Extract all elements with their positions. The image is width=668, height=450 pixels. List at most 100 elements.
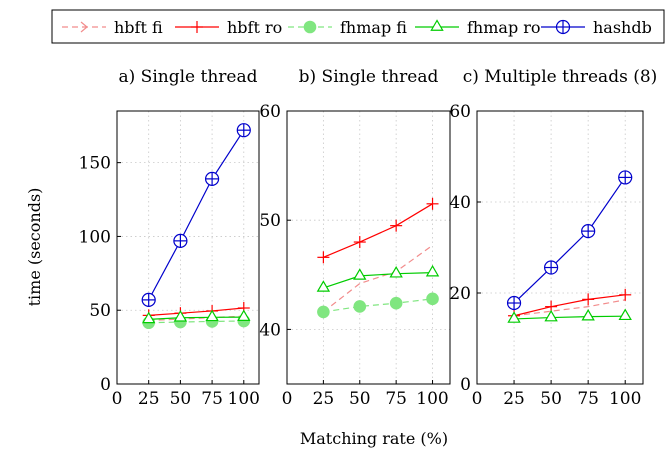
x-tick-label: 100 bbox=[228, 389, 260, 409]
y-tick-label: 40 bbox=[259, 320, 281, 340]
data-point-hashdb bbox=[506, 295, 522, 311]
x-tick-label: 0 bbox=[472, 389, 483, 409]
panel-title: a) Single thread bbox=[119, 67, 258, 87]
data-point-fhmap-ro bbox=[205, 309, 219, 322]
series-line-fhmap-ro bbox=[514, 315, 626, 320]
x-tick-label: 0 bbox=[282, 389, 293, 409]
series-fhmap-ro bbox=[141, 309, 251, 324]
x-tick-label: 0 bbox=[112, 389, 123, 409]
data-point-fhmap-ro bbox=[141, 311, 156, 324]
series-line-hbft-fi bbox=[513, 299, 626, 317]
series-line-fhmap-ro bbox=[148, 316, 244, 320]
series-fhmap-ro bbox=[316, 264, 440, 292]
series-hbft-ro bbox=[317, 197, 439, 264]
data-point-hashdb bbox=[204, 171, 220, 186]
x-tick-label: 75 bbox=[385, 389, 407, 409]
legend-label-hbft-ro: hbft ro bbox=[227, 18, 282, 37]
data-point-fhmap-fi bbox=[353, 300, 367, 313]
y-tick-label: 100 bbox=[79, 227, 111, 247]
series-hbft-fi bbox=[148, 315, 244, 322]
x-tick-label: 50 bbox=[540, 389, 562, 409]
legend-label-fhmap-ro: fhmap ro bbox=[467, 18, 541, 37]
data-point-hbft-ro bbox=[582, 293, 595, 306]
x-tick-label: 25 bbox=[313, 389, 335, 409]
legend-marker-hashdb bbox=[555, 19, 571, 35]
data-point-hbft-ro bbox=[426, 197, 439, 210]
series-line-hbft-fi bbox=[148, 315, 244, 322]
data-point-hbft-ro bbox=[353, 236, 366, 249]
panel-2: 0 25 50 75 100 40 50 60 b) Single thread bbox=[259, 67, 451, 409]
panel-title: c) Multiple threads (8) bbox=[463, 67, 658, 87]
data-point-fhmap-fi bbox=[317, 305, 330, 319]
legend-marker-hbft-fi bbox=[80, 21, 88, 33]
data-point-fhmap-ro bbox=[173, 310, 188, 322]
y-tick-label: 60 bbox=[449, 102, 471, 122]
x-tick-label: 100 bbox=[416, 389, 448, 409]
series-line-hbft-ro bbox=[323, 203, 433, 258]
series-fhmap-ro bbox=[507, 308, 632, 323]
series-line-hbft-ro bbox=[148, 307, 244, 316]
legend: hbft fi hbft ro fhmap fi fhmap ro hashdb bbox=[51, 9, 665, 44]
data-point-fhmap-ro bbox=[581, 308, 595, 321]
legend-entry-fhmap-ro: fhmap ro bbox=[415, 18, 541, 37]
data-point-fhmap-fi bbox=[426, 292, 439, 306]
series-hbft-fi bbox=[323, 244, 433, 313]
data-point-hashdb bbox=[173, 233, 188, 248]
data-point-fhmap-ro bbox=[544, 309, 558, 322]
series-line-fhmap-ro bbox=[323, 272, 433, 289]
data-point-fhmap-ro bbox=[353, 268, 367, 280]
data-point-hashdb bbox=[544, 260, 559, 275]
x-tick-label: 50 bbox=[349, 389, 371, 409]
series-line-fhmap-fi bbox=[148, 320, 244, 324]
x-tick-label: 25 bbox=[138, 389, 160, 409]
plot-frame bbox=[476, 110, 644, 385]
data-point-hashdb bbox=[618, 170, 633, 185]
legend-entry-hashdb: hashdb bbox=[541, 18, 652, 37]
legend-marker-fhmap-fi bbox=[303, 20, 317, 34]
y-tick-label: 150 bbox=[79, 154, 111, 174]
data-point-fhmap-ro bbox=[237, 309, 251, 322]
x-tick-label: 75 bbox=[577, 389, 599, 409]
series-line-hbft-ro bbox=[513, 294, 626, 317]
data-point-fhmap-ro bbox=[389, 266, 403, 278]
x-tick-label: 50 bbox=[170, 389, 192, 409]
legend-label-hashdb: hashdb bbox=[593, 18, 652, 37]
legend-label-fhmap-fi: fhmap fi bbox=[340, 18, 407, 37]
y-tick-label: 60 bbox=[259, 102, 281, 122]
data-point-hbft-ro bbox=[390, 219, 403, 232]
series-line-hashdb bbox=[513, 177, 626, 304]
y-tick-label: 40 bbox=[449, 193, 471, 213]
x-tick-label: 100 bbox=[609, 389, 641, 409]
x-tick-label: 75 bbox=[201, 389, 223, 409]
legend-marker-hbft-ro bbox=[191, 21, 203, 33]
plot-frame bbox=[286, 110, 451, 385]
series-hashdb bbox=[141, 123, 251, 307]
legend-entry-hbft-ro: hbft ro bbox=[175, 18, 282, 37]
y-tick-label: 50 bbox=[89, 301, 111, 321]
data-point-hbft-ro bbox=[619, 288, 632, 301]
data-point-hashdb bbox=[581, 224, 596, 239]
data-point-fhmap-ro bbox=[507, 311, 521, 323]
x-tick-label: 25 bbox=[503, 389, 525, 409]
panel-3: 0 25 50 75 100 0 20 40 60 c) Multiple threads (8) bbox=[449, 67, 657, 409]
data-point-fhmap-ro bbox=[316, 280, 331, 292]
y-tick-label: 50 bbox=[259, 211, 281, 231]
x-axis-label: Matching rate (%) bbox=[300, 429, 448, 448]
legend-entry-hbft-fi: hbft fi bbox=[62, 18, 163, 37]
series-line-hbft-fi bbox=[323, 244, 433, 313]
data-point-fhmap-fi bbox=[389, 296, 403, 310]
data-point-fhmap-ro bbox=[425, 264, 440, 277]
data-point-fhmap-ro bbox=[618, 308, 632, 321]
panel-title: b) Single thread bbox=[299, 67, 439, 87]
data-point-hashdb bbox=[141, 292, 156, 307]
series-hbft-fi bbox=[513, 299, 626, 317]
legend-marker-fhmap-ro bbox=[430, 19, 444, 31]
plot-frame bbox=[116, 110, 260, 385]
y-axis-label: time (seconds) bbox=[25, 188, 44, 307]
series-line-fhmap-fi bbox=[323, 298, 433, 313]
y-tick-label: 0 bbox=[100, 375, 111, 395]
legend-label-hbft-fi: hbft fi bbox=[114, 18, 163, 37]
